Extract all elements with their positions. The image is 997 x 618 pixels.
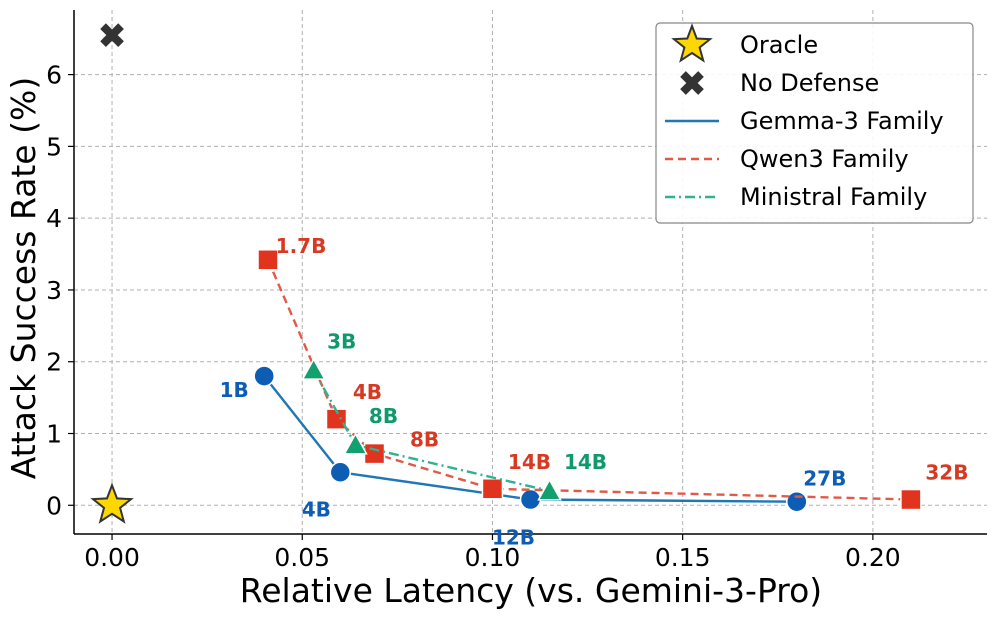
y-tick-label: 0 — [46, 491, 62, 520]
x-axis-title: Relative Latency (vs. Gemini-3-Pro) — [240, 571, 822, 610]
legend-star-icon — [671, 23, 713, 63]
gemma-3-family-point-27b — [786, 490, 808, 513]
y-axis-title: Attack Success Rate (%) — [4, 77, 43, 479]
legend-label: Qwen3 Family — [740, 145, 909, 173]
gemma-3-family-series — [253, 365, 808, 513]
y-tick-label: 6 — [46, 61, 62, 90]
y-tick-label: 2 — [46, 348, 62, 377]
gemma-3-family-point-4b — [329, 461, 352, 484]
no-defense-marker — [100, 23, 124, 47]
legend-label: Oracle — [740, 31, 818, 59]
series — [253, 249, 922, 513]
x-tick-label: 0.15 — [655, 543, 711, 572]
qwen3-family-point-32b-label: 32B — [925, 461, 968, 485]
legend-x-icon — [680, 71, 704, 95]
ministral-family-series — [301, 357, 562, 501]
oracle-marker — [90, 482, 134, 524]
qwen3-family-point-14b-label: 14B — [508, 450, 551, 474]
y-tick-label: 1 — [46, 420, 62, 449]
legend: Oracle No Defense Gemma-3 Family Qwen3 Fami… — [655, 22, 974, 224]
legend-label: No Defense — [740, 69, 879, 97]
x-tick-label: 0.00 — [84, 543, 140, 572]
ministral-family-point-3b-label: 3B — [327, 329, 356, 353]
ministral-family-point-14b-label: 14B — [564, 450, 607, 474]
legend-item-gemma-3-family: Gemma-3 Family — [665, 107, 944, 135]
y-tick-label: 5 — [46, 132, 62, 161]
legend-item-no-defense: No Defense — [680, 69, 879, 97]
x-tick-label: 0.05 — [274, 543, 330, 572]
x-tick-label: 0.20 — [845, 543, 901, 572]
ticks: 0.00 0.05 0.10 0.15 0.20 0 1 2 3 4 5 6 — [46, 61, 901, 572]
axes — [73, 10, 987, 535]
gemma-3-family-point-12b — [519, 488, 542, 511]
gemma-3-family-point-12b-label: 12B — [492, 526, 535, 550]
legend-item-ministral-family: Ministral Family — [665, 183, 927, 211]
gemma-3-family-point-4b-label: 4B — [302, 497, 331, 521]
qwen3-family-point-1-7b-label: 1.7B — [276, 234, 327, 258]
ministral-family-point-3b — [301, 357, 326, 380]
gemma-3-family-point-1b — [253, 365, 275, 387]
ministral-family-point-8b-label: 8B — [369, 404, 398, 428]
gemma-3-family-point-1b-label: 1B — [220, 378, 249, 402]
legend-label: Ministral Family — [740, 183, 927, 211]
qwen3-family-point-1-7b — [257, 249, 279, 271]
qwen3-family-point-14b — [481, 478, 504, 500]
legend-item-oracle: Oracle — [671, 23, 818, 63]
legend-frame — [655, 22, 974, 224]
ministral-family-point-14b — [537, 478, 562, 501]
legend-item-qwen3-family: Qwen3 Family — [665, 145, 909, 173]
special-markers — [90, 23, 134, 524]
ministral-family-point-8b — [343, 432, 368, 455]
qwen3-family-point-8b-label: 8B — [410, 428, 439, 452]
qwen3-family-point-4b-label: 4B — [353, 380, 382, 404]
legend-label: Gemma-3 Family — [740, 107, 944, 135]
qwen3-family-point-8b — [363, 442, 386, 465]
qwen3-family-point-32b — [900, 488, 922, 511]
y-tick-label: 4 — [46, 204, 62, 233]
y-tick-label: 3 — [46, 276, 62, 305]
gemma-3-family-line — [263, 375, 797, 503]
gemma-3-family-point-27b-label: 27B — [803, 467, 846, 491]
x-tick-label: 0.10 — [465, 543, 521, 572]
